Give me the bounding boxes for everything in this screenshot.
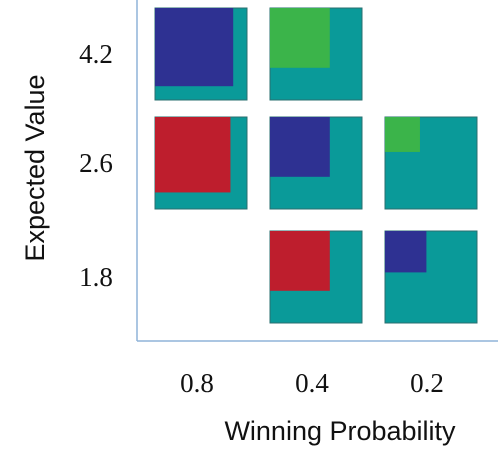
x-axis-label: Winning Probability xyxy=(224,416,456,446)
y-tick-label: 2.6 xyxy=(79,148,113,178)
heatmap-cell-0_4-1_8 xyxy=(269,230,363,324)
heatmap-cell-0_8-2_6 xyxy=(154,116,248,210)
cells-layer xyxy=(154,7,478,324)
cell-value-square xyxy=(385,117,420,152)
y-axis-label: Expected Value xyxy=(20,74,50,261)
y-tick-label: 4.2 xyxy=(79,39,113,69)
x-tick-labels: 0.8 0.4 0.2 xyxy=(180,368,444,398)
cell-value-square xyxy=(385,231,427,273)
cell-value-square xyxy=(270,8,330,68)
y-tick-label: 1.8 xyxy=(79,262,113,292)
cell-value-square xyxy=(270,117,330,177)
heatmap-cell-0_2-2_6 xyxy=(384,116,478,210)
y-tick-labels: 4.2 2.6 1.8 xyxy=(79,39,113,292)
x-tick-label: 0.8 xyxy=(180,368,214,398)
heatmap-cell-0_4-4_2 xyxy=(269,7,363,101)
x-tick-label: 0.4 xyxy=(295,368,329,398)
heatmap-cell-0_2-1_8 xyxy=(384,230,478,324)
cell-value-square xyxy=(155,8,234,87)
heatmap-cell-0_8-4_2 xyxy=(154,7,248,101)
cell-value-square xyxy=(155,117,231,193)
heatmap-cell-0_4-2_6 xyxy=(269,116,363,210)
cell-value-square xyxy=(270,231,330,291)
x-tick-label: 0.2 xyxy=(410,368,444,398)
